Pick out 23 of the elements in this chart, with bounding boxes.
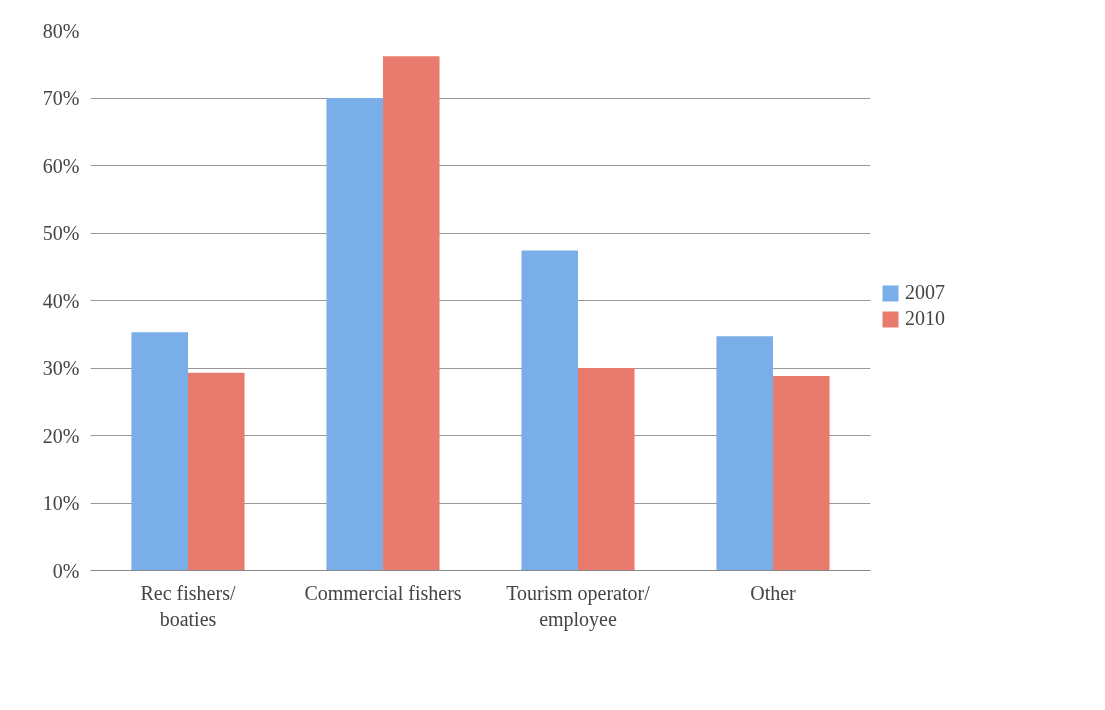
- y-tick-label: 10%: [42, 492, 80, 514]
- x-tick-label: Tourism operator/ employee: [506, 581, 651, 631]
- bar: [326, 98, 383, 571]
- y-tick-label: 0%: [52, 559, 80, 582]
- bar: [521, 250, 578, 571]
- legend-label: 2007: [905, 281, 945, 304]
- y-tick-label: 50%: [42, 222, 80, 244]
- x-tick-label: Other: [750, 581, 797, 604]
- bar: [188, 372, 245, 571]
- y-tick-label: 70%: [42, 87, 80, 109]
- y-tick-label: 20%: [42, 424, 80, 447]
- y-tick-label: 30%: [42, 357, 80, 379]
- bar: [578, 368, 635, 571]
- bar: [131, 332, 188, 571]
- x-tick-label: Commercial fishers: [304, 581, 462, 604]
- y-tick-label: 80%: [42, 19, 80, 42]
- bar: [773, 376, 830, 571]
- bar: [716, 336, 773, 571]
- bar: [383, 56, 440, 571]
- y-tick-label: 40%: [42, 289, 80, 312]
- x-tick-label: Rec fishers/ boaties: [140, 581, 236, 630]
- y-tick-label: 60%: [42, 154, 80, 177]
- legend-label: 2010: [905, 307, 945, 330]
